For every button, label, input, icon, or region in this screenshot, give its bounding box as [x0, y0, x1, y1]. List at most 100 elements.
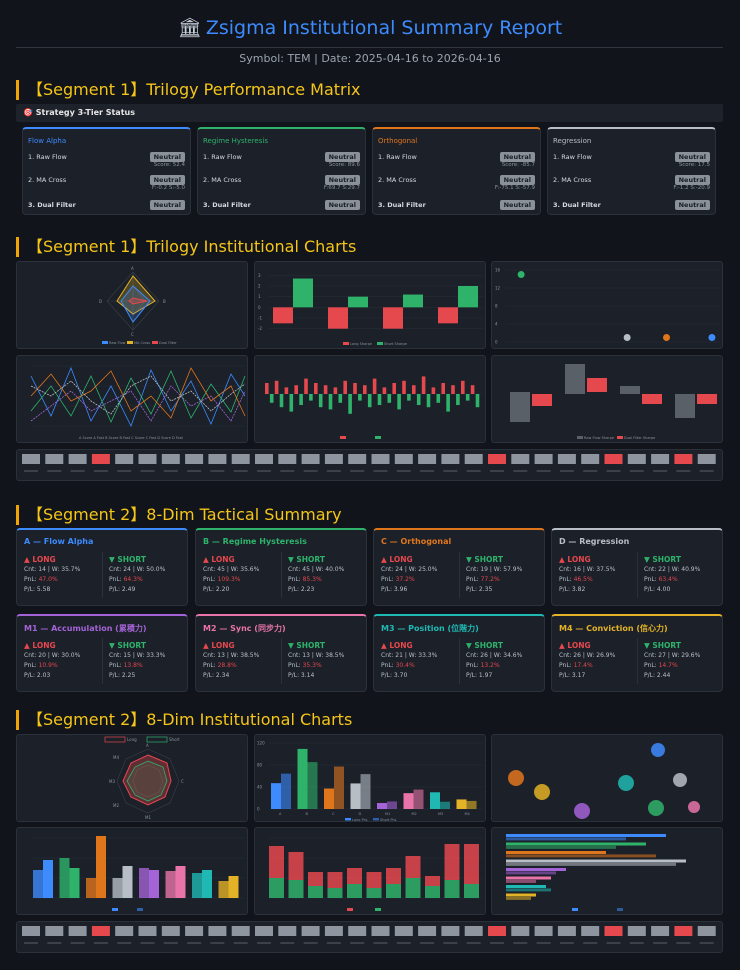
- pnl-value: 37.2%: [395, 576, 415, 583]
- line-series-m-score: [30, 385, 246, 422]
- bar-short-pnl: [440, 801, 450, 809]
- pnl-label: PnL:: [381, 662, 396, 669]
- short-label: ▼ SHORT: [644, 641, 681, 650]
- heat-tick: [513, 942, 528, 944]
- bar-short-sharpe: [458, 286, 478, 308]
- signal-bar: [318, 394, 323, 408]
- long-label: ▲ LONG: [24, 555, 56, 564]
- heat-cell: [68, 454, 87, 464]
- tactical-card-name: A — Flow Alpha: [24, 537, 94, 546]
- short-pl: P/L: 3.14: [288, 672, 315, 679]
- bar-short-pnl: [307, 762, 318, 809]
- long-pl: P/L: 2.34: [203, 672, 230, 679]
- short-pnl: PnL: 85.3%: [288, 575, 368, 585]
- legend-short-pnl: Short PnL: [380, 818, 397, 822]
- dim8-stacked-bar-panel: [254, 827, 486, 915]
- status-badge: Neutral: [324, 152, 360, 162]
- waterfall-bar-b-raw: [565, 364, 585, 394]
- heat-cell: [115, 926, 134, 936]
- matrix-card: Orthogonal 1. Raw Flow Neutral Score: -85.…: [372, 127, 541, 215]
- legend-swatch-long-sharpe: [343, 342, 349, 345]
- trilogy-multi-line-chart: A Score A Fast B Score B Fast C Score C …: [30, 365, 246, 440]
- legend-swatch-hbar-b: [617, 908, 623, 911]
- bar-long-pnl: [324, 788, 334, 809]
- heat-cell: [91, 926, 110, 936]
- x-tick-label: M1: [385, 812, 390, 816]
- heat-cell: [185, 454, 204, 464]
- radar8-grid-inner: [132, 764, 164, 798]
- signal-bar: [451, 385, 455, 394]
- long-pl: P/L: 2.20: [203, 586, 230, 593]
- heat-cell: [278, 926, 297, 936]
- row-detail: Score: 17.5: [678, 162, 710, 168]
- heat-cell: [394, 454, 413, 464]
- signal-bar: [377, 394, 382, 405]
- pnl-label: PnL:: [644, 662, 659, 669]
- heat-tick: [583, 470, 598, 472]
- y-tick-label: 0: [258, 305, 261, 310]
- hbar-b: [506, 862, 676, 866]
- heat-cell: [511, 926, 530, 936]
- tactical-card: A — Flow Alpha ▲ LONG Cnt: 14 | W: 35.7% P…: [16, 528, 188, 606]
- hbar-b: [506, 879, 536, 883]
- matrix-card-name: Regime Hysteresis: [203, 137, 268, 145]
- hbar-a: [506, 876, 551, 880]
- section-title-trilogy-charts: 【Segment 1】Trilogy Institutional Charts: [16, 237, 356, 257]
- y-tick-label: 0: [257, 807, 260, 812]
- pnl-label: PnL:: [24, 662, 39, 669]
- y-tick-label: -1: [258, 316, 262, 321]
- card-divider: [459, 552, 460, 598]
- heat-cell: [534, 926, 553, 936]
- heat-tick: [233, 470, 248, 472]
- dim8-bubble-panel: [491, 734, 723, 822]
- signal-bar: [353, 383, 357, 394]
- signal-bar: [426, 394, 431, 408]
- heat-tick: [210, 470, 225, 472]
- heat-cell: [534, 454, 553, 464]
- bar-long-pnl: [403, 793, 414, 809]
- row-detail: F:-75.1 S:-57.9: [494, 185, 535, 191]
- trilogy-signal-bar-panel: [254, 355, 486, 443]
- scatter-point: [517, 271, 525, 278]
- signal-bar: [372, 378, 377, 394]
- trilogy-signal-bar-chart: [263, 376, 483, 439]
- heat-tick: [93, 942, 108, 944]
- dim8-radar-chart: Long Short A C M1 M3 M2 M4: [104, 736, 184, 820]
- signal-bar: [382, 387, 387, 394]
- pnl-label: PnL:: [559, 576, 574, 583]
- short-count: Cnt: 15 | W: 33.3%: [109, 652, 166, 659]
- row-detail: F:-1.2 S:-20.9: [673, 185, 710, 191]
- scatter-point: [623, 334, 631, 341]
- heat-cell: [161, 454, 180, 464]
- pnl-value: 35.3%: [302, 662, 322, 669]
- tactical-card-name: B — Regime Hysteresis: [203, 537, 307, 546]
- signal-bar: [274, 380, 279, 394]
- report-subtitle: Symbol: TEM | Date: 2025-04-16 to 2026-0…: [239, 52, 501, 65]
- tactical-card: M3 — Position (位階力) ▲ LONG Cnt: 21 | W: 3…: [373, 614, 545, 692]
- heat-cell: [115, 454, 134, 464]
- signal-bar: [323, 385, 328, 394]
- y-tick-label: 40: [257, 785, 263, 790]
- short-pl: P/L: 2.25: [109, 672, 136, 679]
- bar-group-a: [192, 873, 202, 898]
- heat-tick: [47, 942, 62, 944]
- pnl-value: 10.9%: [38, 662, 58, 669]
- y-tick-label: 16: [495, 268, 501, 273]
- hbar-a: [506, 842, 646, 846]
- row-detail: F:-0.2 S:-5.0: [151, 185, 185, 191]
- trilogy-scatter-chart: 0 4 8 12 16: [495, 268, 720, 345]
- long-label: ▲ LONG: [203, 555, 235, 564]
- legend-long-pnl: Long PnL: [352, 818, 368, 822]
- long-pnl: PnL: 46.5%: [559, 575, 639, 585]
- radar-axis-a: A: [131, 266, 134, 271]
- x-tick-label: D: [359, 812, 362, 816]
- radar8-series-short: [126, 760, 168, 802]
- radar-series-dual-filter: [128, 297, 148, 305]
- heat-cell: [348, 926, 367, 936]
- stack-bar-green: [347, 884, 362, 898]
- heat-tick: [420, 470, 435, 472]
- trilogy-sharpe-bar-chart: -2 -1 0 1 2 3 Long Sharpe Short Sharpe: [258, 273, 483, 346]
- tactical-card: B — Regime Hysteresis ▲ LONG Cnt: 45 | W:…: [195, 528, 367, 606]
- scatter-point: [663, 334, 671, 341]
- signal-bar: [363, 385, 367, 394]
